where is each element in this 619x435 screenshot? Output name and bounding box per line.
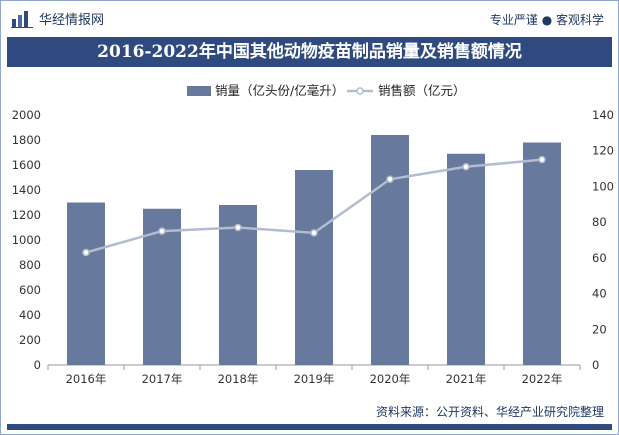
legend-line-marker	[356, 87, 364, 95]
legend-bar-swatch	[187, 86, 211, 96]
bar-sales-volume	[371, 135, 409, 365]
left-axis-tick-label: 1800	[12, 133, 41, 147]
line-point-sales-revenue	[462, 163, 470, 171]
bar-sales-volume	[523, 142, 561, 365]
chart-title: 2016-2022年中国其他动物疫苗制品销量及销售额情况	[7, 37, 612, 67]
slogan: 专业严谨 ● 客观科学	[489, 13, 604, 27]
right-axis-tick-label: 120	[592, 144, 614, 158]
left-axis-tick-label: 1200	[12, 208, 41, 222]
x-axis-tick-label: 2017年	[142, 372, 183, 386]
line-point-sales-revenue	[158, 227, 166, 235]
right-axis-tick-label: 20	[592, 322, 607, 336]
right-axis-tick-label: 0	[592, 358, 599, 372]
brand: 华经情报网	[11, 9, 104, 28]
left-axis-tick-label: 200	[19, 333, 41, 347]
left-axis-tick-label: 1000	[12, 233, 41, 247]
left-axis-tick-label: 800	[19, 258, 41, 272]
bar-sales-volume	[295, 170, 333, 365]
header-bar: 华经情报网 专业严谨 ● 客观科学	[1, 1, 618, 35]
left-axis-tick-label: 2000	[12, 108, 41, 122]
source-note: 资料来源：公开资料、华经产业研究院整理	[375, 405, 604, 419]
right-axis-tick-label: 100	[592, 179, 614, 193]
line-point-sales-revenue	[234, 223, 242, 232]
line-point-sales-revenue	[310, 229, 318, 237]
bar-sales-volume	[219, 205, 257, 365]
x-axis-tick-label: 2018年	[218, 372, 259, 386]
left-axis-tick-label: 1600	[12, 158, 41, 172]
line-point-sales-revenue	[82, 248, 90, 257]
right-axis-tick-label: 40	[592, 287, 607, 301]
left-axis-tick-label: 1400	[12, 183, 41, 197]
bottom-bar	[7, 424, 612, 430]
bar-chart-logo-icon	[11, 10, 33, 28]
x-axis-tick-label: 2020年	[370, 372, 411, 386]
left-axis-tick-label: 400	[19, 308, 41, 322]
legend-label-sales-volume: 销量（亿头份/亿毫升）	[215, 83, 344, 98]
left-axis-tick-label: 0	[34, 358, 41, 372]
left-axis-tick-label: 600	[19, 283, 41, 297]
x-axis-tick-label: 2022年	[522, 372, 563, 386]
line-point-sales-revenue	[538, 155, 546, 164]
chart-svg: 销量（亿头份/亿毫升） 销售额（亿元）0200400600800100012001…	[12, 83, 614, 386]
x-axis-tick-label: 2021年	[446, 372, 487, 386]
right-axis-tick-label: 140	[592, 108, 614, 122]
bar-sales-volume	[67, 202, 105, 365]
bar-sales-volume	[447, 153, 485, 365]
line-point-sales-revenue	[386, 175, 394, 184]
right-axis-tick-label: 80	[592, 215, 607, 229]
x-axis-tick-label: 2019年	[294, 372, 335, 386]
brand-name: 华经情报网	[39, 13, 105, 28]
right-axis-tick-label: 60	[592, 251, 607, 265]
x-axis-tick-label: 2016年	[66, 372, 107, 386]
legend-label-sales-revenue: 销售额（亿元）	[378, 83, 466, 98]
